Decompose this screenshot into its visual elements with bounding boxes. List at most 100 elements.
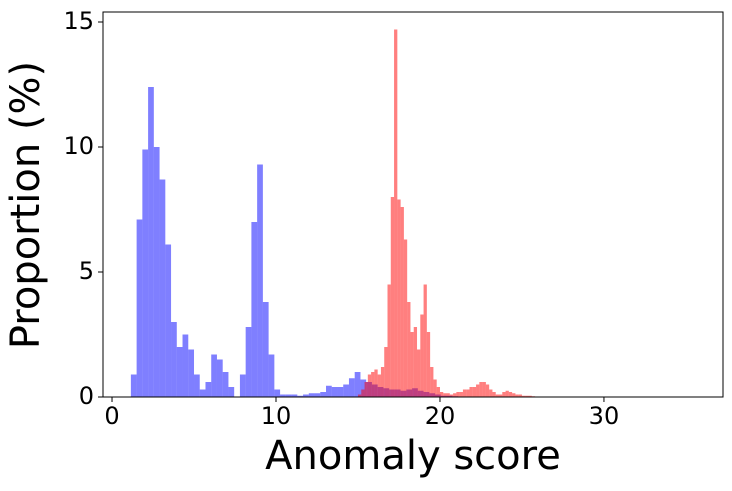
- histogram-bar: [417, 349, 421, 397]
- y-axis-label: Proportion (%): [3, 61, 49, 349]
- histogram-bar: [374, 369, 378, 397]
- histogram-bar: [479, 382, 483, 397]
- histogram-bar: [384, 347, 388, 397]
- histogram-bar: [171, 322, 177, 397]
- histogram-bar: [199, 389, 206, 397]
- histogram-bar: [390, 197, 395, 397]
- histogram-bar: [314, 393, 321, 397]
- histogram-bar: [142, 149, 149, 397]
- histogram-bar: [449, 394, 454, 397]
- y-tick-label: 5: [79, 257, 94, 285]
- histogram-bar: [410, 332, 414, 397]
- histogram-bar: [153, 147, 160, 397]
- histogram-bar: [380, 367, 385, 397]
- histogram-bar: [222, 372, 229, 397]
- x-axis-label: Anomaly score: [265, 433, 561, 479]
- histogram-bar: [331, 387, 338, 397]
- histogram-bar: [400, 207, 404, 397]
- histogram-bar: [456, 392, 460, 397]
- histogram-bar: [251, 222, 258, 397]
- histogram-bar: [357, 394, 362, 397]
- histogram-bar: [495, 394, 500, 397]
- histogram-bar: [407, 302, 411, 397]
- histogram-bar: [446, 393, 450, 397]
- histogram-bar: [268, 354, 275, 397]
- histogram-bar: [443, 393, 447, 397]
- histogram-bar: [364, 382, 368, 397]
- histogram-bar: [182, 334, 189, 397]
- y-tick-label: 10: [63, 132, 94, 160]
- histogram-bar: [216, 359, 223, 397]
- x-tick-label: 10: [261, 402, 292, 430]
- histogram-bar: [360, 379, 367, 397]
- histogram-bar: [426, 332, 431, 397]
- x-tick-label: 30: [589, 402, 620, 430]
- histogram-bar: [508, 392, 513, 397]
- histogram-bar: [130, 374, 137, 397]
- histogram-bar: [423, 284, 427, 397]
- histogram-bar: [148, 87, 154, 397]
- histogram-bar: [211, 354, 217, 397]
- histogram-bar: [257, 164, 263, 397]
- histogram-bar: [280, 394, 286, 397]
- histogram-bar: [337, 387, 344, 397]
- plot-frame: [102, 11, 724, 398]
- histogram-bar: [459, 392, 463, 397]
- histogram-bar: [228, 387, 235, 397]
- histogram-bar: [453, 393, 457, 397]
- histogram-bar: [308, 393, 315, 397]
- histogram-bar: [371, 372, 375, 397]
- histogram-bar: [354, 372, 361, 397]
- histogram-bar: [262, 302, 269, 397]
- histogram-bar: [420, 314, 424, 397]
- histogram-bar: [502, 392, 506, 397]
- histogram-bar: [165, 244, 172, 397]
- histogram-bar: [387, 284, 391, 397]
- histogram-bar: [326, 385, 332, 397]
- histogram-bar: [472, 387, 477, 397]
- x-tick-label: 20: [425, 402, 456, 430]
- histogram-bar: [274, 389, 281, 397]
- histogram-bar: [505, 390, 509, 397]
- histogram-bar: [291, 394, 298, 397]
- histogram-bar: [413, 327, 418, 397]
- histogram-bar: [525, 395, 529, 397]
- histogram-bar: [205, 382, 212, 397]
- histogram-bar: [343, 384, 349, 397]
- y-tick-label: 0: [79, 382, 94, 410]
- histogram-bar: [176, 347, 183, 397]
- histogram-bar: [462, 389, 467, 397]
- histogram-bar: [397, 199, 401, 397]
- histogram-bar: [499, 394, 503, 397]
- histogram-bar: [482, 382, 486, 397]
- histogram-bar: [528, 395, 532, 397]
- histogram-bar: [492, 392, 496, 397]
- histogram-bar: [466, 389, 470, 397]
- histogram-bar: [194, 374, 200, 397]
- histogram-bar: [430, 367, 434, 397]
- histogram-bar: [245, 327, 252, 397]
- histogram-bar: [436, 387, 440, 397]
- histogram-bar: [239, 374, 246, 397]
- histogram-bar: [403, 239, 408, 397]
- histogram-bar: [485, 384, 490, 397]
- histogram-bar: [512, 393, 516, 397]
- histogram-bar: [515, 394, 519, 397]
- histogram-bar: [320, 392, 327, 397]
- y-tick-label: 15: [63, 7, 94, 35]
- histogram-bar: [367, 374, 372, 397]
- histogram-bar: [433, 379, 437, 397]
- x-tick-label: 0: [104, 402, 119, 430]
- histogram-bar: [521, 395, 526, 397]
- histogram-bar: [394, 29, 398, 397]
- histogram-bar: [489, 389, 493, 397]
- histogram-bar: [285, 394, 292, 397]
- histogram-bar: [348, 378, 355, 397]
- histogram-bar: [377, 374, 381, 397]
- histogram-bar: [297, 395, 304, 397]
- histogram-bar: [136, 219, 143, 397]
- histogram-bar: [469, 387, 473, 397]
- histogram-bar: [518, 394, 522, 397]
- histogram-bar: [361, 389, 365, 397]
